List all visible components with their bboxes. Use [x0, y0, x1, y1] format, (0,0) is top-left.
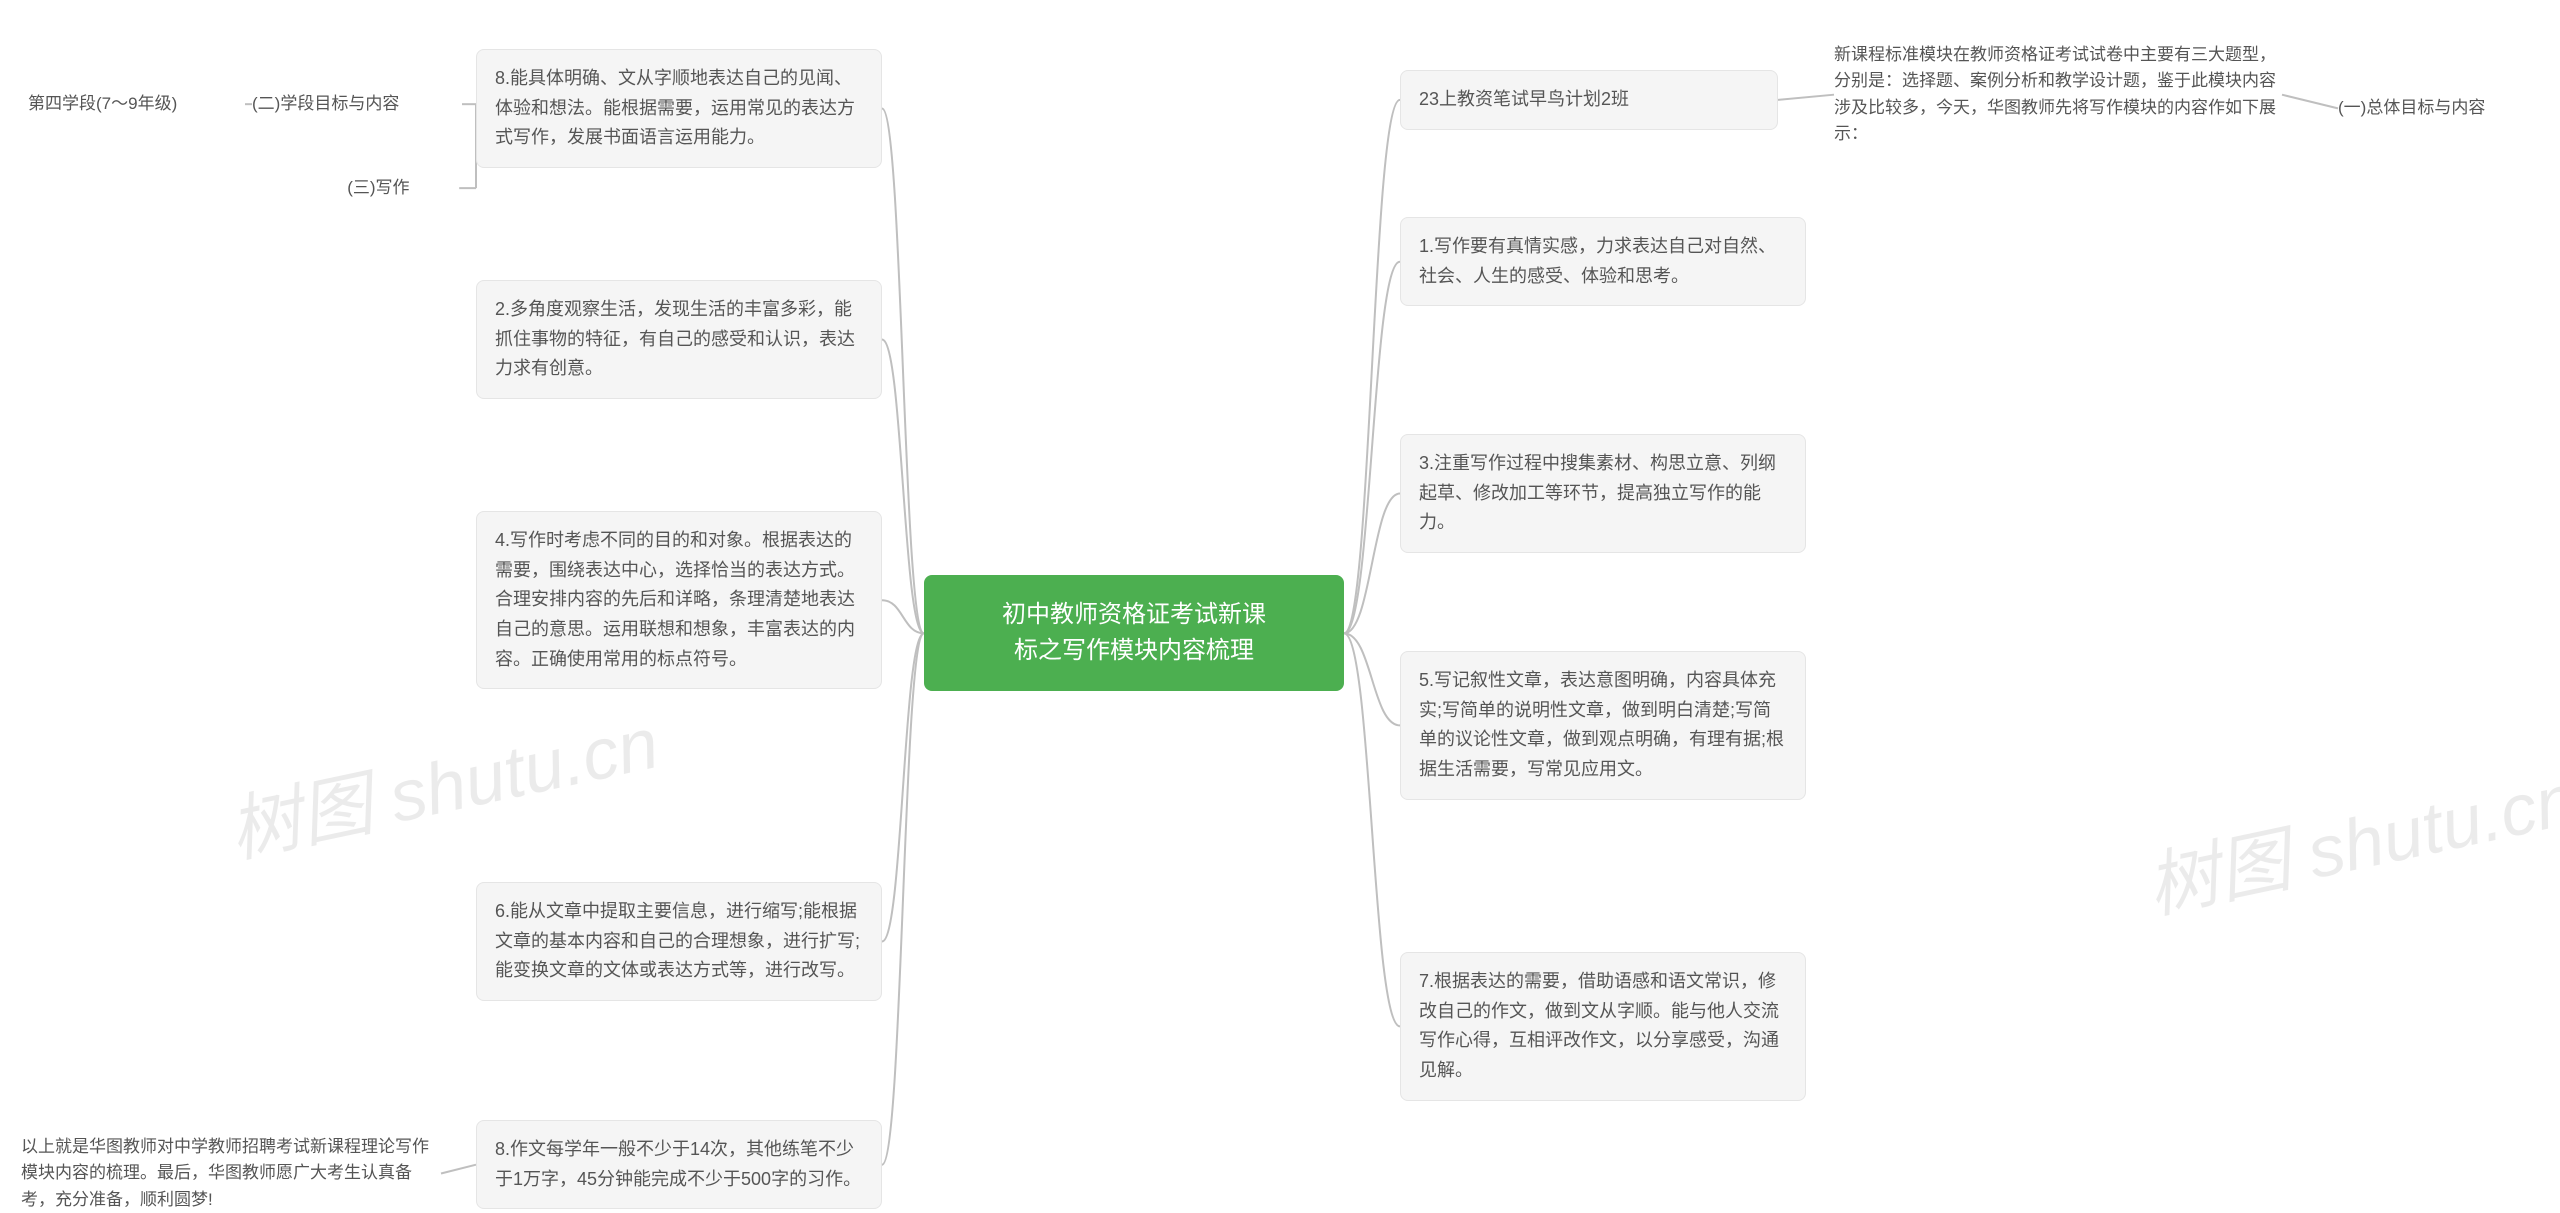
left-node-8b: 8.作文每学年一般不少于14次，其他练笔不少于1万字，45分钟能完成不少于500…	[476, 1120, 882, 1209]
left-node-2-text: 2.多角度观察生活，发现生活的丰富多彩，能抓住事物的特征，有自己的感受和认识，表…	[495, 299, 855, 378]
right-node-3-text: 3.注重写作过程中搜集素材、构思立意、列纲起草、修改加工等环节，提高独立写作的能…	[1419, 453, 1776, 532]
right-node-7: 7.根据表达的需要，借助语感和语文常识，修改自己的作文，做到文从字顺。能与他人交…	[1400, 952, 1806, 1101]
left-leaf-writing: (三)写作	[347, 175, 459, 201]
right-node-5-text: 5.写记叙性文章，表达意图明确，内容具体充实;写简单的说明性文章，做到明白清楚;…	[1419, 670, 1784, 779]
watermark: 树图 shutu.cn	[2136, 740, 2560, 933]
right-node-3: 3.注重写作过程中搜集素材、构思立意、列纲起草、修改加工等环节，提高独立写作的能…	[1400, 434, 1806, 553]
right-node-1: 1.写作要有真情实感，力求表达自己对自然、社会、人生的感受、体验和思考。	[1400, 217, 1806, 306]
right-node-plan-text: 23上教资笔试早鸟计划2班	[1419, 89, 1629, 109]
left-leaf-summary: 以上就是华图教师对中学教师招聘考试新课程理论写作模块内容的梳理。最后，华图教师愿…	[21, 1134, 441, 1213]
root-line2: 标之写作模块内容梳理	[950, 633, 1318, 669]
left-node-4-text: 4.写作时考虑不同的目的和对象。根据表达的需要，围绕表达中心，选择恰当的表达方式…	[495, 530, 855, 669]
watermark: 树图 shutu.cn	[218, 684, 666, 877]
right-node-1-text: 1.写作要有真情实感，力求表达自己对自然、社会、人生的感受、体验和思考。	[1419, 236, 1776, 286]
left-node-8b-text: 8.作文每学年一般不少于14次，其他练笔不少于1万字，45分钟能完成不少于500…	[495, 1139, 861, 1189]
left-node-6: 6.能从文章中提取主要信息，进行缩写;能根据文章的基本内容和自己的合理想象，进行…	[476, 882, 882, 1001]
left-node-2: 2.多角度观察生活，发现生活的丰富多彩，能抓住事物的特征，有自己的感受和认识，表…	[476, 280, 882, 399]
right-node-plan: 23上教资笔试早鸟计划2班	[1400, 70, 1778, 130]
left-node-6-text: 6.能从文章中提取主要信息，进行缩写;能根据文章的基本内容和自己的合理想象，进行…	[495, 901, 860, 980]
left-node-8a-text: 8.能具体明确、文从字顺地表达自己的见闻、体验和想法。能根据需要，运用常见的表达…	[495, 68, 855, 147]
right-node-5: 5.写记叙性文章，表达意图明确，内容具体充实;写简单的说明性文章，做到明白清楚;…	[1400, 651, 1806, 800]
left-leaf-stage-goal: (二)学段目标与内容	[252, 91, 462, 117]
right-leaf-intro: 新课程标准模块在教师资格证考试试卷中主要有三大题型，分别是：选择题、案例分析和教…	[1834, 42, 2282, 147]
right-leaf-overall: (一)总体目标与内容	[2338, 95, 2560, 121]
left-leaf-grade: 第四学段(7～9年级)	[28, 91, 245, 117]
right-node-7-text: 7.根据表达的需要，借助语感和语文常识，修改自己的作文，做到文从字顺。能与他人交…	[1419, 971, 1779, 1080]
mindmap-root: 初中教师资格证考试新课 标之写作模块内容梳理	[924, 575, 1344, 691]
left-node-4: 4.写作时考虑不同的目的和对象。根据表达的需要，围绕表达中心，选择恰当的表达方式…	[476, 511, 882, 689]
root-line1: 初中教师资格证考试新课	[950, 597, 1318, 633]
left-node-8a: 8.能具体明确、文从字顺地表达自己的见闻、体验和想法。能根据需要，运用常见的表达…	[476, 49, 882, 168]
